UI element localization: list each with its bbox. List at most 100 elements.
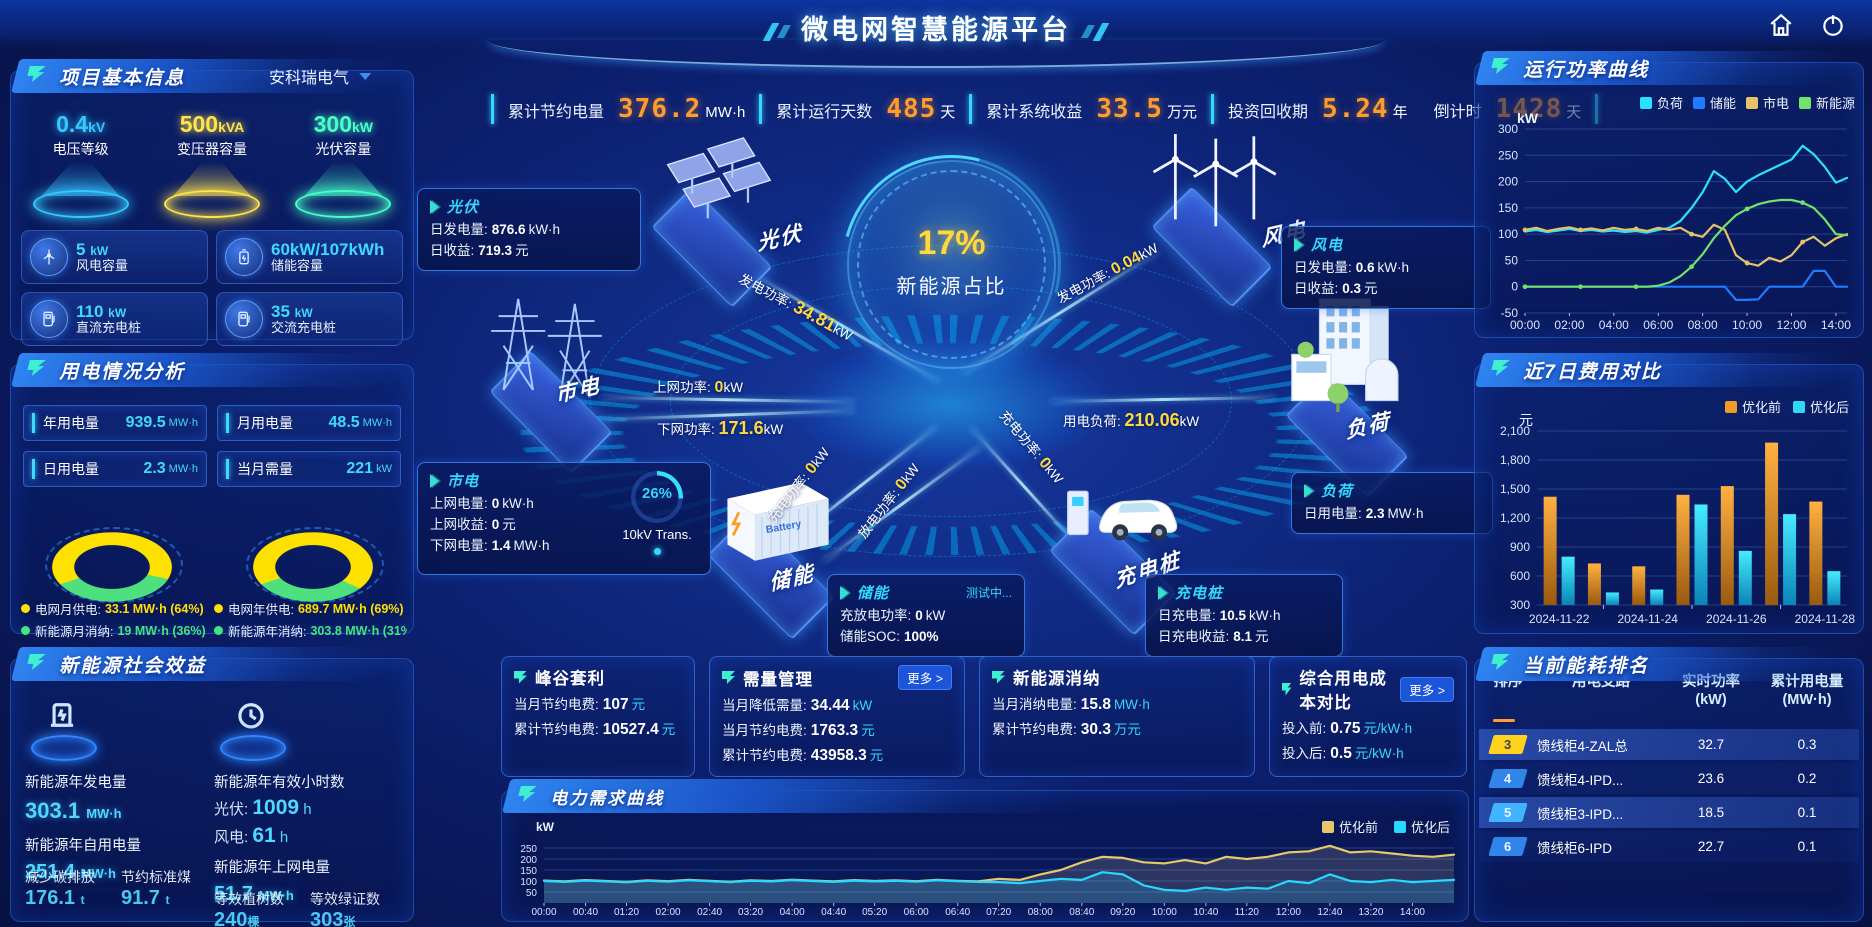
node-pv: 光伏 <box>615 120 805 308</box>
infobox-load: 负荷 日用电量: 2.3 MW·h <box>1291 472 1493 534</box>
company-select[interactable]: 安科瑞电气 <box>269 64 372 88</box>
rank-badge: 3 <box>1488 735 1528 755</box>
chevron-down-icon <box>359 72 372 80</box>
svg-text:12:00: 12:00 <box>1276 907 1301 918</box>
infobox-charger: 充电桩 日充电量: 10.5 kW·h 日充电收益: 8.1 元 <box>1145 574 1343 657</box>
year-supply-donut-chart <box>230 501 395 615</box>
legend-swatch <box>1745 97 1758 109</box>
node-wind: 风电 <box>1105 100 1315 308</box>
legend-item[interactable]: 负荷 <box>1639 93 1683 112</box>
infobox-grid: 市电 上网电量: 0 kW·h 上网收益: 0 元 下网电量: 1.4 MW·h 26% 1… <box>417 462 711 575</box>
month-supply-donut-chart <box>29 501 194 615</box>
svg-text:06:00: 06:00 <box>1643 318 1673 332</box>
cost-compare-chart[interactable]: 300 600 900 1,200 1,500 1,800 2,100 元 2024-11-22… <box>1481 401 1857 627</box>
panel-demand-header: 电力需求曲线 <box>502 779 1091 813</box>
svg-text:600: 600 <box>1510 569 1530 583</box>
page-title-text: 微电网智慧能源平台 <box>801 15 1071 45</box>
rank-badge: 6 <box>1488 837 1528 857</box>
scroll-indicator <box>1493 719 1515 723</box>
svg-text:100: 100 <box>520 877 537 888</box>
chevron-right-icon <box>1158 585 1167 600</box>
capacity-card-ac-charger: 35 kW 交流充电桩 <box>216 292 403 346</box>
benefit-effective-hours: 新能源年有效小时数 光伏: 1009 h 风电: 61 h 新能源年上网电量 5… <box>214 697 403 927</box>
legend-item[interactable]: 电网年供电: 689.7 MW·h (69%) <box>214 599 407 618</box>
chevron-right-icon <box>1304 483 1313 498</box>
renewable-share-value: 17% <box>917 224 986 262</box>
svg-text:05:20: 05:20 <box>862 907 887 918</box>
demand-chart-legend: 优化前 优化后 <box>1321 817 1450 836</box>
header-swoosh-decor <box>486 40 1386 68</box>
mini-panel-cost-compare: 综合用电成本对比 更多 > 投入前: 0.75 元/kW·h 投入后: 0.5 元/kW… <box>1269 656 1467 778</box>
legend-item[interactable]: 优化前 <box>1724 397 1781 416</box>
legend-item[interactable]: 新能源月消纳: 19 MW·h (36%) <box>21 621 214 640</box>
svg-text:1,200: 1,200 <box>1500 511 1530 525</box>
legend-swatch <box>1724 401 1737 413</box>
chevron-right-icon <box>430 473 439 488</box>
svg-text:300: 300 <box>1510 598 1530 612</box>
power-curve-chart[interactable]: -50 0 50 100 150 200 250 300 00:00 02:00 04:00 06:0… <box>1481 107 1857 333</box>
panel-usage-analysis: 用电情况分析 年用电量 939.5 MW·h 月用电量 48.5 MW·h 日用电量 2.… <box>10 353 414 639</box>
panel-cost-title: 近7日费用对比 <box>1523 361 1662 383</box>
home-icon[interactable] <box>1768 12 1794 38</box>
node-load: 负荷 <box>1253 282 1433 498</box>
panel-ranking-title: 当前能耗排名 <box>1523 655 1650 677</box>
generation-pedestal-icon <box>25 697 99 761</box>
kpi-saved-energy: 累计节约电量 376.2 MW·h <box>508 94 746 124</box>
panel-corner-icon <box>514 670 527 684</box>
kpi-total-income: 累计系统收益 33.5 万元 <box>986 94 1197 124</box>
wind-turbine-icon <box>30 238 68 276</box>
legend-item[interactable]: 新能源 <box>1798 93 1855 112</box>
power-icon[interactable] <box>1820 12 1846 38</box>
panel-cost-header: 近7日费用对比 <box>1475 353 1841 387</box>
legend-swatch <box>1798 97 1811 109</box>
panel-power-curve: 运行功率曲线 负荷 储能 市电 新能源 -50 0 50 100 150 200 250 300 00… <box>1474 51 1864 338</box>
svg-text:04:40: 04:40 <box>821 907 846 918</box>
legend-item[interactable]: 优化后 <box>1792 397 1849 416</box>
legend-item[interactable]: 优化后 <box>1393 817 1450 836</box>
power-chart-legend: 负荷 储能 市电 新能源 <box>1639 93 1855 112</box>
gauge-dot-decor <box>653 548 661 555</box>
node-storage: Battery 储能 <box>667 452 867 640</box>
ac-charger-icon <box>225 300 263 338</box>
table-row[interactable]: 6 馈线柜6-IPD 22.7 0.1 <box>1479 831 1859 863</box>
mini-panel-arbitrage: 峰谷套利 当月节约电费: 107 元 累计节约电费: 10527.4 元 <box>501 656 695 778</box>
legend-item[interactable]: 市电 <box>1745 93 1789 112</box>
panel-benefits-header: 新能源社会效益 <box>11 647 390 681</box>
svg-text:10:00: 10:00 <box>1152 907 1177 918</box>
legend-item[interactable]: 储能 <box>1692 93 1736 112</box>
svg-text:12:00: 12:00 <box>1776 318 1806 332</box>
svg-text:kW: kW <box>536 820 555 834</box>
svg-text:kW: kW <box>1517 110 1539 126</box>
renewable-share-label: 新能源占比 <box>896 276 1007 298</box>
more-button[interactable]: 更多 > <box>898 665 952 690</box>
more-button[interactable]: 更多 > <box>1400 676 1454 702</box>
svg-text:09:20: 09:20 <box>1110 907 1135 918</box>
svg-text:2,100: 2,100 <box>1500 424 1530 438</box>
table-row[interactable]: 5 馈线柜3-IPD... 18.5 0.1 <box>1479 797 1859 829</box>
transformer-load-pct: 26% <box>641 485 673 502</box>
panel-corner-icon <box>992 670 1005 684</box>
svg-text:07:20: 07:20 <box>986 907 1011 918</box>
panel-usage-header: 用电情况分析 <box>11 353 390 387</box>
svg-text:11:20: 11:20 <box>1235 907 1260 918</box>
table-row[interactable]: 4 馈线柜4-IPD... 23.6 0.2 <box>1479 763 1859 795</box>
clock-pedestal-icon <box>214 697 288 761</box>
svg-text:100: 100 <box>1498 227 1518 241</box>
legend-item[interactable]: 电网月供电: 33.1 MW·h (64%) <box>21 599 214 618</box>
svg-text:14:00: 14:00 <box>1821 318 1851 332</box>
legend-item[interactable]: 优化前 <box>1321 817 1378 836</box>
wind-turbines-illustration <box>1152 134 1277 227</box>
svg-text:50: 50 <box>526 888 538 899</box>
svg-text:10:00: 10:00 <box>1732 318 1762 332</box>
svg-text:13:20: 13:20 <box>1358 907 1383 918</box>
legend-item[interactable]: 新能源年消纳: 303.8 MW·h (31%) <box>214 621 407 640</box>
svg-text:0: 0 <box>1511 280 1518 294</box>
rank-badge: 5 <box>1488 803 1528 823</box>
metric-cone-transformer: 500kVA 变压器容量 <box>153 111 271 218</box>
svg-text:200: 200 <box>520 855 537 866</box>
legend-dot <box>214 604 223 613</box>
panel-energy-ranking: 当前能耗排名 排序 用电支路 实时功率 (kW) 累计用电量 (MW·h) 3 馈线… <box>1474 647 1864 922</box>
table-row[interactable]: 3 馈线柜4-ZAL总 32.7 0.3 <box>1479 729 1859 761</box>
cone-beam-decor <box>172 162 251 196</box>
demand-curve-chart[interactable]: 50 100 150 200 250 00:00 00:40 01:20 02:00 02:40 0… <box>508 817 1462 919</box>
